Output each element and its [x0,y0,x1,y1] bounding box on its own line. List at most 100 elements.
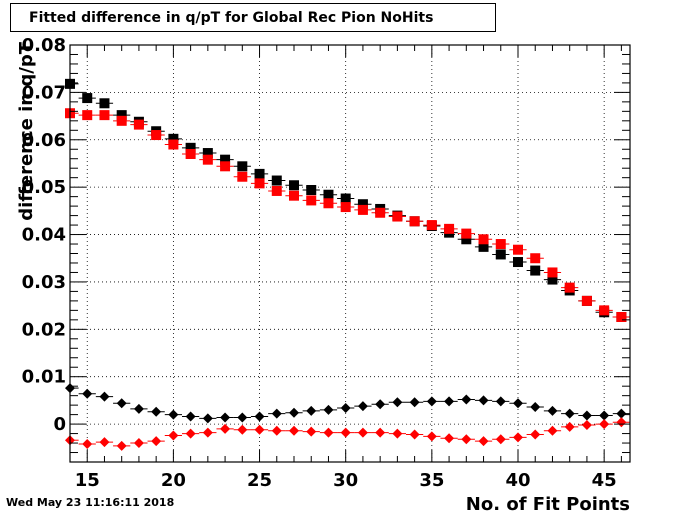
square-marker [116,110,127,121]
square-marker [530,253,541,264]
square-marker [392,211,403,222]
square-marker [185,142,196,153]
square-marker [271,175,282,186]
diamond-marker [323,404,334,415]
diamond-marker [133,438,144,449]
diamond-marker [599,419,610,430]
y-tick-label: 0.02 [22,319,66,340]
square-marker [289,180,299,191]
y-tick-label: 0.08 [22,35,66,56]
diamond-marker [254,411,265,422]
square-marker [478,234,489,245]
square-marker [133,119,144,130]
y-axis-title: difference in q/pT [16,41,37,220]
timestamp: Wed May 23 11:16:11 2018 [6,496,175,509]
diamond-marker [237,412,248,423]
diamond-marker [444,396,455,407]
grid-lines [70,44,630,462]
diamond-marker [495,434,506,445]
square-marker [99,110,110,121]
diamond-marker [478,436,489,447]
square-marker [357,199,368,210]
diamond-marker [151,406,162,417]
square-marker [426,220,437,231]
y-tick-label: 0.01 [22,367,66,388]
diamond-marker [202,427,213,438]
y-tick-label: 0.06 [22,130,66,151]
x-tick-label: 25 [247,470,272,491]
x-tick-label: 45 [592,470,617,491]
square-marker [168,139,179,150]
diamond-marker [375,399,386,410]
diamond-marker [478,395,489,406]
x-tick-label: 20 [161,470,186,491]
diamond-marker [392,428,403,439]
y-tick-label: 0.04 [22,225,66,246]
diamond-marker [357,427,368,438]
diamond-marker [547,425,558,436]
diamond-marker [306,426,317,437]
square-marker [461,228,472,239]
diamond-marker [547,405,558,416]
diamond-marker [99,391,110,402]
diamond-marker [289,407,299,418]
square-marker [461,234,472,245]
diamond-marker [306,405,317,416]
square-marker [409,216,420,227]
diamond-marker [340,427,351,438]
square-marker [151,130,162,141]
y-tick-label: 0.05 [22,177,66,198]
square-marker [254,178,265,189]
square-marker [513,244,523,255]
diamond-marker [340,402,351,413]
diamond-marker [426,396,437,407]
square-marker [530,265,541,276]
diamond-marker [99,437,110,448]
diamond-marker [616,417,627,428]
square-marker [306,185,317,196]
diamond-marker [168,430,179,441]
diamond-marker [254,424,265,435]
diamond-marker [409,397,420,408]
diamond-marker [513,432,523,443]
square-marker [202,154,213,165]
square-marker [220,161,231,172]
chart-title: Fitted difference in q/pT for Global Rec… [10,3,496,32]
square-marker [495,249,506,260]
x-tick-label: 15 [75,470,100,491]
square-marker [616,311,627,322]
square-marker [513,257,523,268]
x-axis-title: No. of Fit Points [466,494,630,514]
diamond-marker [133,403,144,414]
diamond-marker [289,425,299,436]
diamond-marker [116,398,127,409]
square-marker [340,202,351,213]
plot-frame [69,44,631,463]
square-marker [478,241,489,252]
diamond-marker [202,413,213,424]
square-marker [185,148,196,159]
square-marker [99,98,110,109]
diamond-marker [151,436,162,447]
square-marker [271,185,282,196]
square-marker [547,267,558,278]
diamond-marker [116,440,127,451]
y-tick-label: 0.07 [22,82,66,103]
square-marker [581,295,592,306]
diamond-marker [564,408,575,419]
diamond-marker [323,427,334,438]
square-marker [444,223,455,234]
square-marker [495,239,506,250]
square-marker [323,189,334,200]
tick-labels: 15 20 25 30 35 40 45 0 0.01 0.02 0.03 0.04 0.05 0.06 0… [22,35,617,491]
square-marker [564,282,575,293]
diamond-marker [220,423,231,434]
diamond-marker [185,428,196,439]
diamond-marker [271,408,282,419]
diamond-marker [564,421,575,432]
diamond-marker [271,425,282,436]
x-tick-label: 30 [333,470,358,491]
diamond-marker [426,431,437,442]
diamond-marker [581,420,592,431]
